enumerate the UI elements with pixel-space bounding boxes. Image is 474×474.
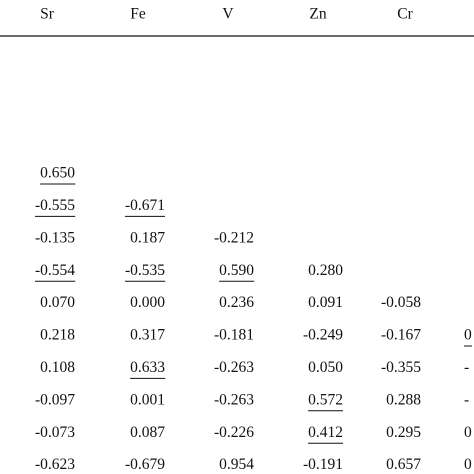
- table-cell: -0.226: [214, 424, 254, 441]
- column-header: Fe: [130, 6, 146, 23]
- table-cell: 0.001: [130, 391, 165, 408]
- column-header: Cr: [397, 6, 413, 23]
- column-header: V: [222, 6, 234, 23]
- table-cell: 0.070: [40, 294, 75, 311]
- table-cell: 0.317: [130, 327, 165, 344]
- table-cell: -0.535: [125, 262, 165, 279]
- table-cell: 0.657: [386, 456, 421, 473]
- table-cell: 0: [464, 456, 472, 473]
- table-cell: 0.633: [130, 359, 165, 376]
- table-cell: -0.073: [35, 424, 75, 441]
- table-cell: -0.263: [214, 391, 254, 408]
- table-cell: 0.295: [386, 424, 421, 441]
- table-cell: 0.236: [219, 294, 254, 311]
- table-cell: 0.087: [130, 424, 165, 441]
- table-cell: 0.218: [40, 327, 75, 344]
- table-cell: -0.058: [381, 294, 421, 311]
- table-cell: 0.000: [130, 294, 165, 311]
- table-cell: 0.280: [308, 262, 343, 279]
- table-cell: 0.650: [40, 165, 75, 182]
- table-cell: 0.412: [308, 424, 343, 441]
- table-cell: -0.623: [35, 456, 75, 473]
- table-cell: 0.954: [219, 456, 254, 473]
- table-cell: 0.288: [386, 391, 421, 408]
- table-cell: -0.554: [35, 262, 75, 279]
- table-cell: -0.191: [303, 456, 343, 473]
- column-header: Zn: [309, 6, 326, 23]
- table-cell: 0.590: [219, 262, 254, 279]
- table-cell: -0.555: [35, 197, 75, 214]
- table-cell: -0.135: [35, 229, 75, 246]
- column-header: Sr: [40, 6, 55, 23]
- table-cell: -0.212: [214, 229, 254, 246]
- table-cell: -0.249: [303, 327, 343, 344]
- table-cell: -0.671: [125, 197, 165, 214]
- table-cell: -0.167: [381, 327, 421, 344]
- table-cell: -0.181: [214, 327, 254, 344]
- table-cell: -0.097: [35, 391, 75, 408]
- table-cell: 0: [464, 327, 472, 344]
- table-cell: 0.572: [308, 391, 343, 408]
- table-cell: 0.187: [130, 229, 165, 246]
- table-cell: -0.355: [381, 359, 421, 376]
- table-cell: 0.108: [40, 359, 75, 376]
- table-cell: 0.091: [308, 294, 343, 311]
- table-cell: 0: [464, 424, 472, 441]
- table-cell: -: [464, 359, 469, 376]
- table-cell: -: [464, 391, 469, 408]
- table-cell: -0.679: [125, 456, 165, 473]
- table-cell: 0.050: [308, 359, 343, 376]
- table-cell: -0.263: [214, 359, 254, 376]
